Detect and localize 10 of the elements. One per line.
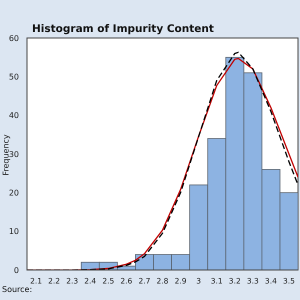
y-tick-label: 50 [8, 72, 19, 82]
y-tick-label: 40 [8, 111, 19, 120]
y-tick-label: 20 [8, 188, 19, 198]
chart-title: Histogram of Impurity Content [32, 23, 214, 35]
y-tick-label: 10 [8, 227, 19, 236]
source-note: Source: [2, 285, 32, 294]
y-tick-label: 0 [14, 266, 19, 275]
y-tick-label: 60 [8, 34, 19, 43]
y-tick-label: 30 [8, 150, 19, 159]
y-axis-title: Frequency [2, 134, 10, 176]
